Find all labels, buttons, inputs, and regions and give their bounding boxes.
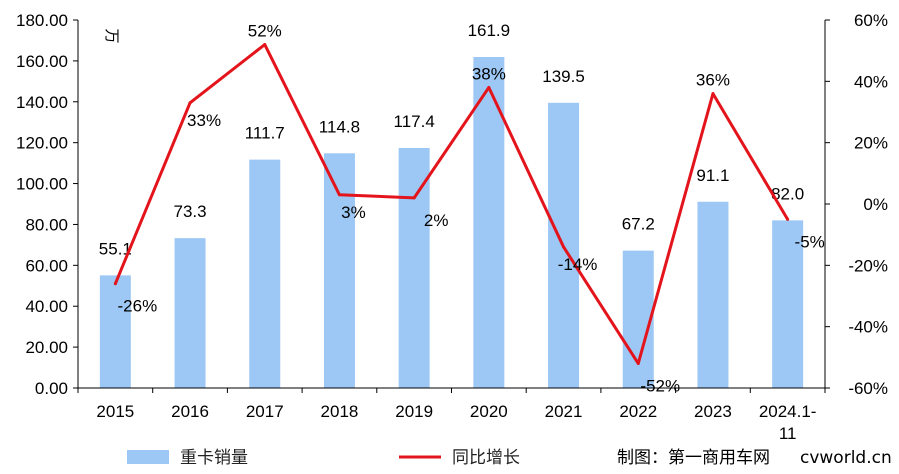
left-axis: 0.00 20.00 40.00 60.00 80.00 100.00 120.00 140.… — [16, 11, 121, 398]
line-data-label: -14% — [558, 255, 598, 274]
left-axis-ticks: 0.00 20.00 40.00 60.00 80.00 100.00 120.00 140.… — [16, 11, 78, 398]
bar-data-label: 139.5 — [542, 67, 585, 86]
bar-data-label: 161.9 — [468, 21, 511, 40]
bar-data-label: 67.2 — [622, 215, 655, 234]
line-data-label: -26% — [118, 297, 158, 316]
legend-line-label: 同比增长 — [452, 448, 520, 468]
line-point — [562, 245, 566, 249]
x-tick-label: 2022 — [619, 402, 657, 421]
bar-data-label: 114.8 — [319, 117, 360, 136]
bar-data-label: 91.1 — [696, 166, 729, 185]
bar — [323, 153, 355, 388]
line-point — [487, 85, 491, 89]
chart-credit: 制图：第一商用车网 — [617, 448, 770, 468]
right-tick-label: -40% — [848, 318, 888, 337]
line-data-label: 52% — [248, 22, 282, 41]
left-tick-label: 40.00 — [25, 297, 68, 316]
left-tick-label: 120.00 — [16, 134, 68, 153]
bar — [99, 275, 131, 388]
line-data-label: -5% — [795, 232, 825, 251]
x-tick-label: 2018 — [321, 402, 359, 421]
bar-data-label: 111.7 — [245, 124, 285, 143]
right-tick-label: 0% — [863, 195, 888, 214]
left-tick-label: 0.00 — [35, 379, 68, 398]
bar-data-label: 82.0 — [771, 184, 804, 203]
bar — [697, 201, 729, 388]
line-point — [412, 196, 416, 200]
line-data-label: 2% — [424, 211, 449, 230]
line-data-label: 33% — [187, 111, 221, 130]
line-point — [113, 282, 117, 286]
x-tick-label: 2023 — [694, 402, 732, 421]
left-tick-label: 20.00 — [25, 338, 68, 357]
right-tick-label: 20% — [854, 134, 888, 153]
bar — [473, 57, 505, 388]
right-axis: -60% -40% -20% 0% 20% 40% 60% — [824, 11, 888, 398]
bar-data-labels: 55.1 73.3 111.7 114.8 117.4 161.9 139.5 67.2 91.… — [99, 21, 804, 258]
line-data-label: -52% — [640, 376, 680, 395]
left-tick-label: 100.00 — [16, 175, 68, 194]
line-series — [113, 43, 790, 365]
bar — [772, 220, 804, 388]
line-point — [636, 361, 640, 365]
right-axis-ticks: -60% -40% -20% 0% 20% 40% 60% — [825, 11, 888, 398]
x-tick-label: 2024.1-11 — [759, 402, 817, 443]
right-tick-label: 40% — [854, 72, 888, 91]
line-data-label: 36% — [696, 71, 730, 90]
line-point — [188, 101, 192, 105]
left-tick-label: 160.00 — [16, 52, 68, 71]
left-axis-unit: 万 — [103, 28, 121, 43]
x-tick-label: 2015 — [96, 402, 134, 421]
legend: 重卡销量 同比增长 — [127, 448, 520, 468]
legend-bar-swatch — [127, 450, 169, 464]
bar-data-label: 55.1 — [99, 239, 132, 258]
bar — [249, 159, 281, 388]
line-point — [786, 217, 790, 221]
left-tick-label: 180.00 — [16, 11, 68, 30]
line-point — [711, 92, 715, 96]
x-tick-label: 2017 — [246, 402, 284, 421]
line-data-labels: -26% 33% 52% 3% 2% 38% -14% -52% 36% -5% — [118, 22, 825, 396]
line-point — [337, 193, 341, 197]
watermark: cvworld.cn — [800, 448, 892, 468]
line-data-label: 3% — [341, 203, 366, 222]
right-tick-label: 60% — [854, 11, 888, 30]
legend-bar-label: 重卡销量 — [180, 448, 248, 468]
growth-line — [113, 43, 789, 365]
right-tick-label: -20% — [848, 256, 888, 275]
line-point — [263, 43, 267, 47]
bar — [622, 250, 654, 388]
bar-data-label: 73.3 — [174, 202, 207, 221]
x-axis-ticks: 2015 2016 2017 2018 2019 2020 2021 2022 2023 2024… — [77, 388, 826, 443]
x-tick-label: 2021 — [545, 402, 583, 421]
bar — [398, 147, 430, 388]
bar — [174, 238, 206, 388]
left-tick-label: 60.00 — [25, 256, 68, 275]
right-tick-label: -60% — [848, 379, 888, 398]
x-tick-label: 2020 — [470, 402, 508, 421]
x-tick-label: 2019 — [395, 402, 433, 421]
bar-series — [99, 57, 804, 389]
bar-data-label: 117.4 — [394, 112, 435, 131]
line-data-label: 38% — [472, 64, 506, 83]
left-tick-label: 80.00 — [25, 215, 68, 234]
left-tick-label: 140.00 — [16, 93, 68, 112]
x-tick-label: 2016 — [171, 402, 209, 421]
